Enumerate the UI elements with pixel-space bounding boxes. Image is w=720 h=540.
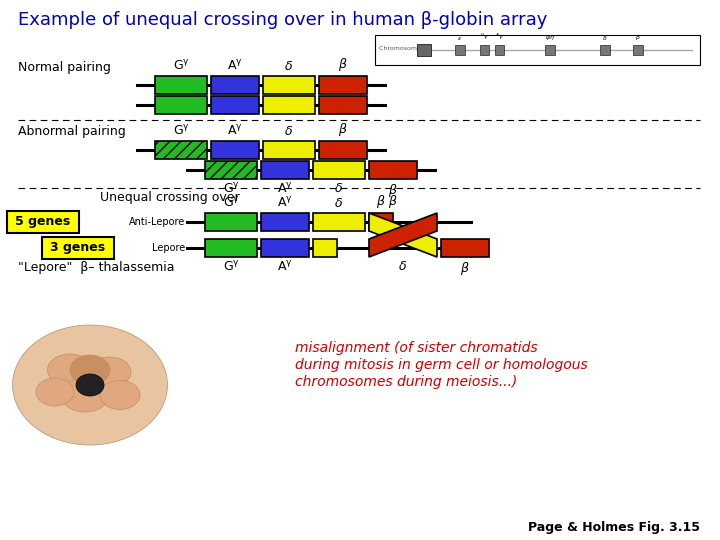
Text: A$^\mathsf{\gamma}$: A$^\mathsf{\gamma}$ xyxy=(227,59,243,73)
FancyBboxPatch shape xyxy=(42,237,114,259)
Bar xyxy=(155,96,207,114)
Text: $\delta$: $\delta$ xyxy=(602,34,608,42)
Bar xyxy=(263,141,315,159)
Text: during mitosis in germ cell or homologous: during mitosis in germ cell or homologou… xyxy=(295,358,588,372)
Text: "Lepore"  β– thalassemia: "Lepore" β– thalassemia xyxy=(18,261,174,274)
Bar xyxy=(261,161,309,179)
Bar xyxy=(319,96,367,114)
Text: $\beta$: $\beta$ xyxy=(388,182,398,199)
Bar xyxy=(205,213,257,231)
Ellipse shape xyxy=(48,354,92,386)
Text: $\delta$: $\delta$ xyxy=(284,125,294,138)
Bar xyxy=(369,213,393,231)
Bar xyxy=(313,161,365,179)
Text: $\beta$: $\beta$ xyxy=(338,56,348,73)
Ellipse shape xyxy=(12,325,168,445)
Text: A$^\mathsf{\gamma}$: A$^\mathsf{\gamma}$ xyxy=(277,260,293,274)
Bar xyxy=(545,45,555,55)
Text: $\delta$: $\delta$ xyxy=(335,197,343,210)
Bar xyxy=(369,161,417,179)
Text: Chromosome 11: Chromosome 11 xyxy=(379,45,431,51)
Bar xyxy=(455,45,465,55)
Bar xyxy=(261,239,309,257)
Text: Abnormal pairing: Abnormal pairing xyxy=(18,125,126,138)
Bar xyxy=(313,239,337,257)
Bar xyxy=(211,96,259,114)
Text: $\beta$: $\beta$ xyxy=(388,193,398,210)
Ellipse shape xyxy=(100,381,140,409)
Text: G$^\mathsf{\gamma}$: G$^\mathsf{\gamma}$ xyxy=(173,124,189,138)
Bar xyxy=(261,213,309,231)
Text: misalignment (of sister chromatids: misalignment (of sister chromatids xyxy=(295,341,538,355)
Text: G$^\mathsf{\gamma}$: G$^\mathsf{\gamma}$ xyxy=(222,260,240,274)
Text: $^A\gamma$: $^A\gamma$ xyxy=(495,32,504,42)
Bar xyxy=(417,44,431,56)
Bar xyxy=(263,96,315,114)
Text: $\beta$: $\beta$ xyxy=(635,33,641,42)
Text: chromosomes during meiosis...): chromosomes during meiosis...) xyxy=(295,375,517,389)
Bar xyxy=(263,76,315,94)
Text: $^G\gamma$: $^G\gamma$ xyxy=(480,32,490,42)
Text: $\beta$: $\beta$ xyxy=(338,121,348,138)
Text: G$^\mathsf{\gamma}$: G$^\mathsf{\gamma}$ xyxy=(173,59,189,73)
Bar xyxy=(600,45,610,55)
Text: Lepore: Lepore xyxy=(152,243,185,253)
Text: Normal pairing: Normal pairing xyxy=(18,62,111,75)
Ellipse shape xyxy=(61,378,109,412)
Ellipse shape xyxy=(70,355,110,385)
Bar xyxy=(211,76,259,94)
Text: $\delta$: $\delta$ xyxy=(398,260,408,273)
Text: G$^\mathsf{\gamma}$: G$^\mathsf{\gamma}$ xyxy=(222,182,240,196)
Bar xyxy=(205,239,257,257)
Text: A$^\mathsf{\gamma}$: A$^\mathsf{\gamma}$ xyxy=(227,124,243,138)
Text: $\beta$: $\beta$ xyxy=(460,260,470,277)
Bar xyxy=(155,141,207,159)
Bar xyxy=(441,239,489,257)
Ellipse shape xyxy=(36,378,74,406)
Text: $\varepsilon$: $\varepsilon$ xyxy=(457,35,462,42)
Text: G$^\mathsf{\gamma}$: G$^\mathsf{\gamma}$ xyxy=(222,196,240,210)
Bar xyxy=(375,35,700,65)
Text: $\delta$: $\delta$ xyxy=(335,182,343,195)
Text: $\delta$: $\delta$ xyxy=(284,60,294,73)
Text: Unequal crossing over: Unequal crossing over xyxy=(100,192,240,205)
Bar xyxy=(155,76,207,94)
Bar xyxy=(480,45,489,55)
Ellipse shape xyxy=(76,374,104,396)
Text: Anti-Lepore: Anti-Lepore xyxy=(129,217,185,227)
Text: Page & Holmes Fig. 3.15: Page & Holmes Fig. 3.15 xyxy=(528,522,700,535)
Bar xyxy=(313,213,365,231)
Text: A$^\mathsf{\gamma}$: A$^\mathsf{\gamma}$ xyxy=(277,196,293,210)
Text: $\psi\eta$: $\psi\eta$ xyxy=(545,34,555,42)
Bar xyxy=(319,141,367,159)
Text: $\beta$: $\beta$ xyxy=(376,193,386,210)
Bar xyxy=(495,45,504,55)
Bar xyxy=(633,45,643,55)
Bar xyxy=(205,161,257,179)
Bar xyxy=(319,76,367,94)
Text: Example of unequal crossing over in human β-globin array: Example of unequal crossing over in huma… xyxy=(18,11,547,29)
Ellipse shape xyxy=(89,357,131,387)
FancyBboxPatch shape xyxy=(7,211,79,233)
Text: 5 genes: 5 genes xyxy=(15,215,71,228)
Text: 3 genes: 3 genes xyxy=(50,241,106,254)
Polygon shape xyxy=(369,213,437,257)
Bar xyxy=(211,141,259,159)
Polygon shape xyxy=(369,213,437,257)
Text: A$^\mathsf{\gamma}$: A$^\mathsf{\gamma}$ xyxy=(277,182,293,196)
